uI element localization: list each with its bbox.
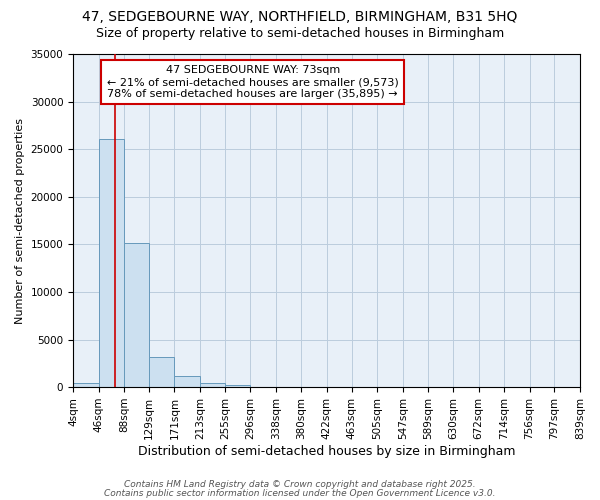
Bar <box>73 384 98 387</box>
Bar <box>149 356 175 387</box>
Y-axis label: Number of semi-detached properties: Number of semi-detached properties <box>15 118 25 324</box>
Bar <box>98 138 124 387</box>
Bar <box>175 376 200 387</box>
Text: Contains public sector information licensed under the Open Government Licence v3: Contains public sector information licen… <box>104 489 496 498</box>
X-axis label: Distribution of semi-detached houses by size in Birmingham: Distribution of semi-detached houses by … <box>138 444 515 458</box>
Text: Size of property relative to semi-detached houses in Birmingham: Size of property relative to semi-detach… <box>96 28 504 40</box>
Text: 47 SEDGEBOURNE WAY: 73sqm
← 21% of semi-detached houses are smaller (9,573)
78% : 47 SEDGEBOURNE WAY: 73sqm ← 21% of semi-… <box>107 66 398 98</box>
Text: 47, SEDGEBOURNE WAY, NORTHFIELD, BIRMINGHAM, B31 5HQ: 47, SEDGEBOURNE WAY, NORTHFIELD, BIRMING… <box>82 10 518 24</box>
Bar <box>200 384 226 387</box>
Text: Contains HM Land Registry data © Crown copyright and database right 2025.: Contains HM Land Registry data © Crown c… <box>124 480 476 489</box>
Bar <box>124 244 149 387</box>
Bar <box>226 385 250 387</box>
